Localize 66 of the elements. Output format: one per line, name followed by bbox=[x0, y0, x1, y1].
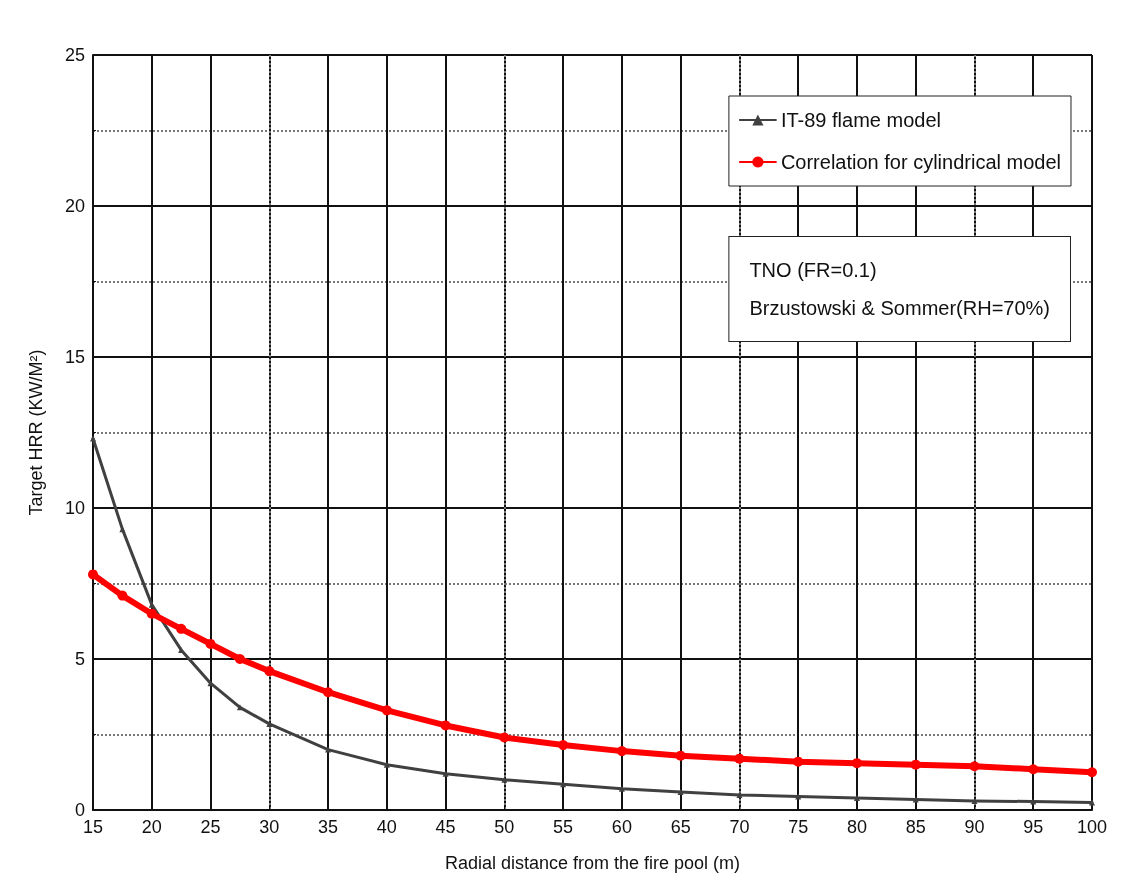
point bbox=[146, 608, 157, 619]
point bbox=[234, 654, 245, 664]
point bbox=[119, 526, 126, 533]
annotation: TNO (FR=0.1) bbox=[749, 259, 877, 281]
y-tick-label: 10 bbox=[64, 498, 85, 518]
point bbox=[205, 638, 216, 649]
x-tick-label: 35 bbox=[318, 817, 339, 837]
point bbox=[176, 623, 187, 634]
point bbox=[383, 761, 390, 768]
point bbox=[1030, 798, 1037, 805]
y-tick-label: 0 bbox=[74, 800, 85, 820]
legend-label: IT-89 flame model bbox=[780, 109, 941, 131]
y-axis-title: Target HRR (KW/M²) bbox=[26, 349, 46, 516]
legend-label: Correlation for cylindrical model bbox=[780, 151, 1061, 173]
x-tick-label: 65 bbox=[670, 817, 691, 837]
annotation: Brzustowski & Sommer(RH=70%) bbox=[749, 297, 1050, 319]
x-tick-label: 60 bbox=[611, 817, 632, 837]
point bbox=[207, 680, 214, 687]
point bbox=[264, 666, 275, 677]
point bbox=[381, 705, 392, 716]
x-tick-label: 85 bbox=[905, 817, 926, 837]
point bbox=[440, 720, 451, 731]
point bbox=[618, 785, 625, 792]
point bbox=[736, 791, 743, 798]
y-tick-label: 25 bbox=[64, 45, 85, 65]
y-tick-label: 20 bbox=[64, 196, 85, 216]
x-tick-label: 30 bbox=[259, 817, 280, 837]
point bbox=[675, 750, 686, 761]
point bbox=[971, 797, 978, 804]
x-tick-label: 50 bbox=[494, 817, 515, 837]
point bbox=[117, 590, 128, 601]
point bbox=[325, 746, 332, 753]
x-tick-label: 40 bbox=[376, 817, 397, 837]
x-tick-label: 20 bbox=[141, 817, 162, 837]
y-tick-label: 5 bbox=[74, 649, 85, 669]
x-tick-label: 55 bbox=[553, 817, 574, 837]
point bbox=[910, 759, 921, 770]
point bbox=[616, 746, 627, 757]
x-tick-label: 45 bbox=[435, 817, 456, 837]
point bbox=[236, 704, 243, 711]
x-tick-label: 90 bbox=[964, 817, 985, 837]
point bbox=[499, 732, 510, 743]
point bbox=[323, 687, 334, 698]
point bbox=[266, 720, 273, 727]
point bbox=[793, 756, 804, 767]
point bbox=[969, 761, 980, 772]
x-tick-label: 80 bbox=[846, 817, 867, 837]
point bbox=[1028, 764, 1039, 775]
point bbox=[853, 794, 860, 801]
point bbox=[558, 740, 569, 751]
point bbox=[851, 758, 862, 769]
point bbox=[90, 435, 96, 442]
point bbox=[1089, 799, 1095, 806]
x-tick-label: 75 bbox=[788, 817, 809, 837]
point bbox=[501, 776, 508, 783]
x-tick-label: 70 bbox=[729, 817, 750, 837]
point bbox=[677, 788, 684, 795]
point bbox=[734, 753, 745, 764]
point bbox=[442, 770, 449, 777]
x-axis-title: Radial distance from the fire pool (m) bbox=[444, 853, 741, 873]
point bbox=[88, 569, 98, 580]
x-tick-label: 100 bbox=[1076, 817, 1108, 837]
x-tick-label: 25 bbox=[200, 817, 221, 837]
point bbox=[1087, 767, 1097, 778]
x-tick-label: 95 bbox=[1023, 817, 1044, 837]
y-tick-label: 15 bbox=[64, 347, 85, 367]
